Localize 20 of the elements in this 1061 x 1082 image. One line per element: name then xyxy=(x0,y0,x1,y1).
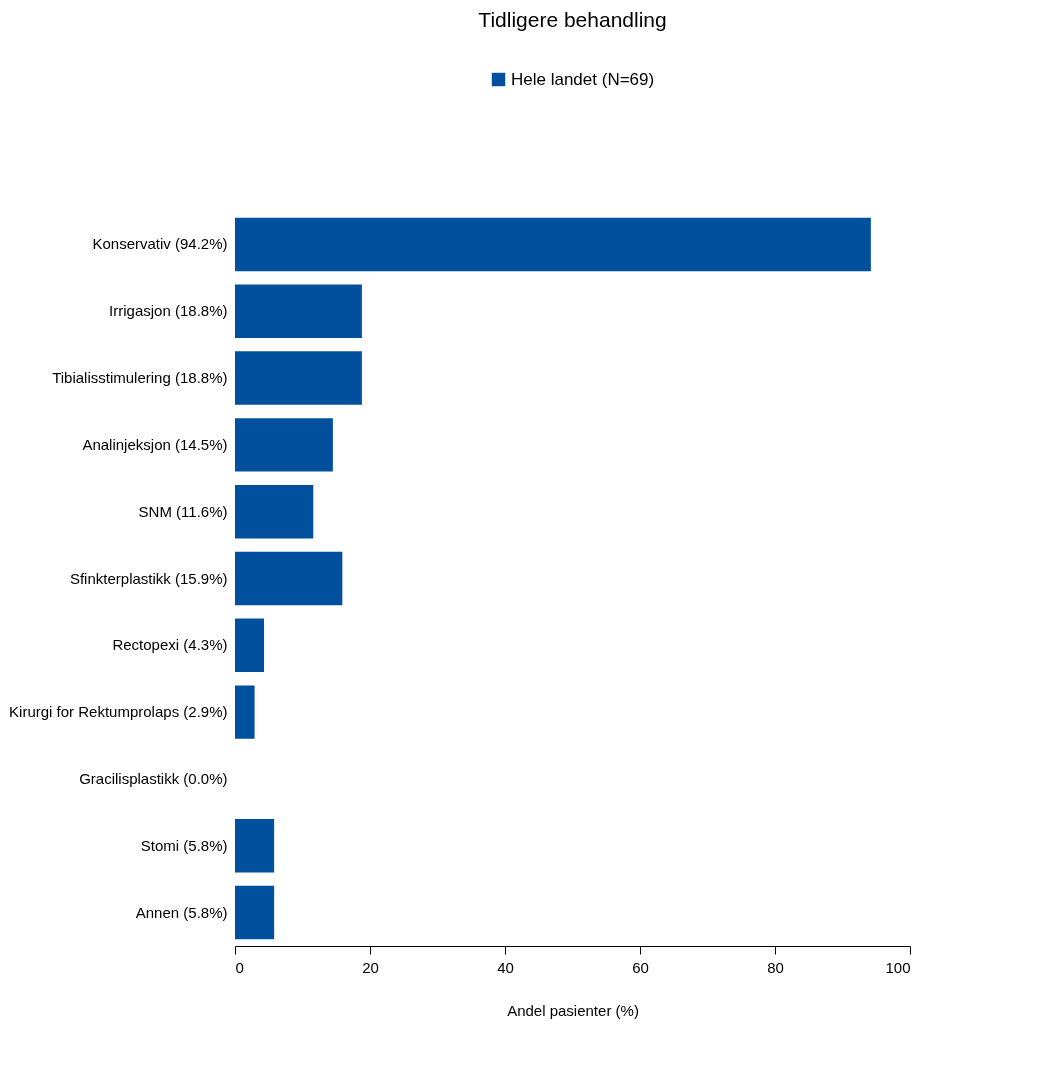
y-tick-label: Sfinkterplastikk (15.9%) xyxy=(69,569,228,587)
y-tick-label: Irrigasjon (18.8%) xyxy=(109,302,228,320)
chart-title: Tidligere behandling xyxy=(478,8,667,31)
y-tick-label: Konservativ (94.2%) xyxy=(92,235,228,253)
y-tick-label: Stomi (5.8%) xyxy=(140,836,228,854)
x-tick-label: 20 xyxy=(362,958,379,976)
y-tick-label: Kirurgi for Rektumprolaps (2.9%) xyxy=(9,703,228,721)
y-tick-label: Tibialisstimulering (18.8%) xyxy=(52,369,228,387)
y-tick-label: SNM (11.6%) xyxy=(138,502,228,520)
x-tick-label: 60 xyxy=(632,958,649,976)
x-tick-label: 80 xyxy=(767,958,784,976)
y-tick-label: Analinjeksjon (14.5%) xyxy=(82,435,228,453)
y-tick-label: Gracilisplastikk (0.0%) xyxy=(79,769,228,787)
y-tick-label: Rectopexi (4.3%) xyxy=(112,636,228,654)
x-tick-label: 100 xyxy=(885,958,911,976)
x-tick-label: 40 xyxy=(497,958,514,976)
x-tick-label: 0 xyxy=(235,958,244,976)
y-tick-label: Annen (5.8%) xyxy=(135,903,228,921)
legend-label: Hele landet (N=69) xyxy=(511,69,655,89)
x-axis-title: Andel pasienter (%) xyxy=(507,1001,639,1019)
